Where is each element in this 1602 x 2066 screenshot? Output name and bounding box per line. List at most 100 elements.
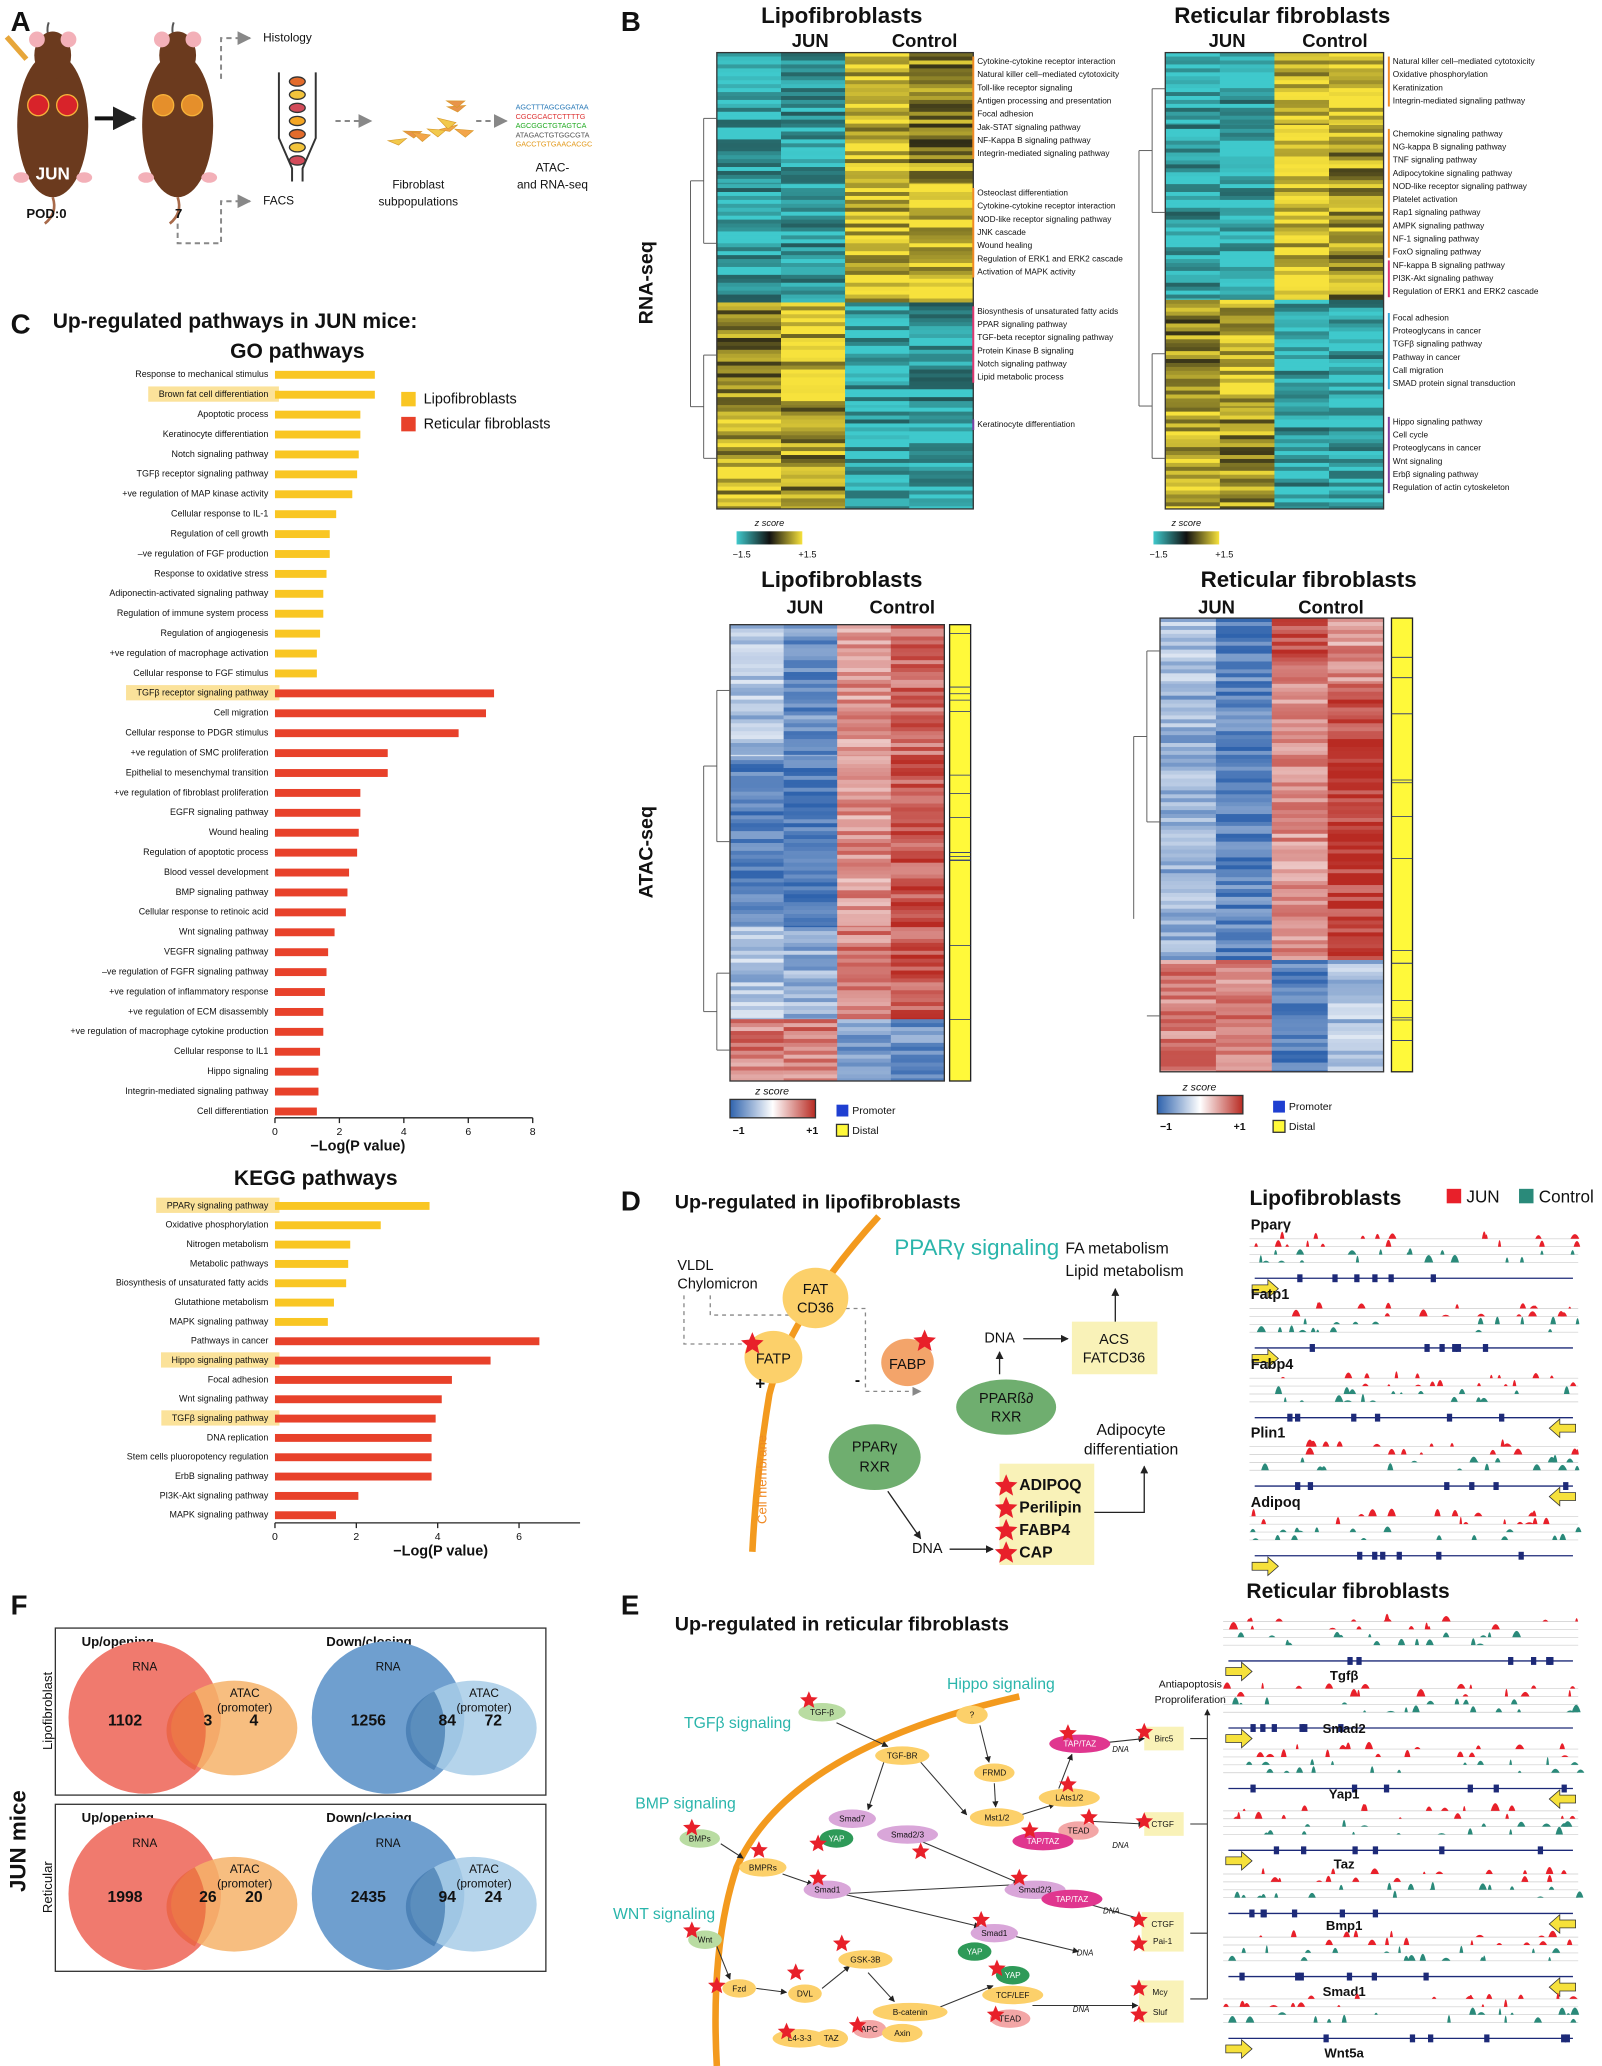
heatmap-cell [716,167,782,172]
exon [1423,1972,1429,1981]
heatmap-cell [1327,908,1384,914]
track-peak [1522,1870,1528,1874]
heatmap-cell [837,756,892,761]
heatmap-cell [909,155,974,160]
heatmap-cell [837,1002,892,1007]
bar [274,370,375,379]
heatmap-cell [1329,506,1384,510]
heatmap-cell [783,624,838,630]
heatmap-cell [845,182,910,185]
heatmap-cell [1274,180,1330,185]
heatmap-cell [716,345,782,351]
heatmap-cell [781,60,846,65]
heatmap-cell [1271,944,1329,949]
heatmap-cell [1165,219,1221,224]
heatmap-cell [783,807,838,812]
heatmap-cell [1329,299,1384,305]
track-peak [1430,1882,1436,1890]
track-peak [1495,1708,1503,1713]
y-tick-label: +ve regulation of MAP kinase activity [122,489,269,499]
heatmap-cell [845,215,910,221]
heatmap-cell [845,381,910,386]
heatmap-cell [781,247,846,252]
heatmap-cell [781,182,846,185]
heatmap-cell [716,443,782,448]
label: FABP [889,1357,926,1373]
track-peak [1228,1621,1239,1630]
track-peak [1475,1934,1484,1938]
heatmap-cell [716,64,782,69]
exon [1301,1846,1307,1855]
heatmap-cell [783,994,838,999]
heatmap-cell [837,1023,892,1028]
label: + [755,1374,765,1393]
heatmap-cell [890,927,945,932]
pathway-label: NF-Kappa B signaling pathway [977,136,1091,145]
heatmap-cell [781,274,846,280]
track-peak [1360,1825,1369,1827]
heatmap-cell [1219,195,1275,201]
legend-swatch [1273,1100,1285,1113]
heatmap-cell [837,754,892,757]
heatmap-cell [716,211,782,217]
heatmap-cell [837,835,892,840]
heatmap-cell [1219,128,1275,134]
star [800,1691,818,1708]
star [777,2022,796,2040]
track-peak [1330,1761,1334,1765]
heatmap-cell [1327,912,1384,918]
heatmap-cell [837,994,892,999]
heatmap-cell [781,478,846,484]
heatmap-cell [909,345,974,351]
heatmap-cell [1274,152,1330,157]
scale-label: +1 [1234,1121,1246,1133]
heatmap-cell [1165,199,1221,205]
heatmap-cell [1219,419,1275,424]
heatmap-cell [1160,806,1217,811]
heatmap-cell [729,791,784,797]
heatmap-cell [1271,810,1329,815]
label: ATAC [469,1862,499,1876]
heatmap-cell [837,743,892,748]
bar [274,629,321,638]
label: (promoter) [456,1700,511,1714]
pathway-node: YAP [967,1947,983,1956]
heatmap-cell [837,970,892,975]
connector [979,1725,991,1763]
heatmap-cell [845,385,910,390]
heatmap-cell [1165,374,1221,380]
heatmap-cell [1165,251,1221,256]
track-peak [1228,2016,1237,2023]
heatmap-cell [729,990,784,995]
box [1138,1980,1184,2023]
track-peak [1236,1812,1241,1819]
bar [274,729,459,738]
heatmap-cell [1327,786,1384,791]
heatmap-cell [1215,833,1273,839]
heatmap-cell [909,192,974,197]
heatmap-cell [1215,924,1273,929]
heatmap-cell [1327,873,1384,878]
heatmap-cell [909,361,974,366]
label: Antiapoptosis [1159,1678,1222,1690]
track-peak [1489,1374,1493,1379]
heatmap-cell [729,756,784,761]
heatmap-cell [1271,837,1329,843]
heatmap-cell [1215,869,1273,874]
y-tick-label: Glutathione metabolism [174,1297,268,1307]
heatmap-cell [781,435,846,440]
heatmap-cell [1165,243,1221,248]
heatmap-cell [781,119,846,125]
heatmap-cell [729,913,784,919]
heatmap-cell [1165,470,1221,476]
heatmap-cell [1219,259,1275,264]
track-peak [1450,1396,1458,1402]
heatmap-cell [1215,731,1273,736]
connector [920,1761,968,1816]
heatmap-cell [1327,1066,1384,1071]
heatmap-cell [1271,932,1329,937]
heatmap-cell [716,60,782,65]
heatmap-cell [1215,810,1273,815]
track-peak [1239,1702,1243,1705]
